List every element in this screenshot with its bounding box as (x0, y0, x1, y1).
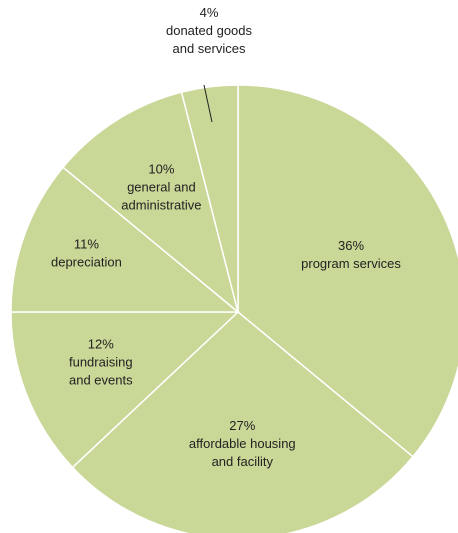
pie-label-line: and facility (212, 454, 274, 469)
pie-label-line: administrative (121, 197, 201, 212)
pie-leader-line (203, 84, 213, 123)
pie-label-line: 11% (74, 236, 99, 251)
pie-slice (237, 84, 458, 458)
pie-slice (180, 84, 239, 313)
pie-label-line: depreciation (51, 254, 122, 269)
pie-label-line: 27% (229, 418, 255, 433)
pie-label-line: 4% (200, 5, 219, 20)
pie-label-line: donated goods (166, 23, 253, 38)
pie-slices (10, 84, 458, 533)
pie-slice (10, 311, 240, 469)
pie-slice-label: 27% affordable housing and facility (189, 418, 296, 469)
pie-slice (10, 166, 241, 313)
pie-slice-label: 10% general and administrative (121, 161, 201, 212)
pie-labels: 36% program services 27% affordable housing… (51, 5, 401, 469)
pie-label-line: 12% (88, 336, 114, 351)
pie-label-line: and services (173, 41, 246, 56)
pie-label-line: fundraising (69, 354, 133, 369)
pie-slice (71, 311, 414, 533)
pie-slice-label: 36% program services (301, 238, 401, 271)
pie-slice-label: 11% depreciation (51, 236, 122, 269)
pie-label-line: program services (301, 256, 401, 271)
pie-slice (62, 91, 240, 315)
pie-label-line: affordable housing (189, 436, 296, 451)
pie-slice-label: 12% fundraising and events (69, 336, 133, 387)
pie-label-line: general and (127, 179, 196, 194)
pie-label-line: and events (69, 372, 133, 387)
pie-slice-label: 4% donated goods and services (166, 5, 253, 56)
pie-label-line: 36% (338, 238, 364, 253)
pie-label-line: 10% (148, 161, 174, 176)
